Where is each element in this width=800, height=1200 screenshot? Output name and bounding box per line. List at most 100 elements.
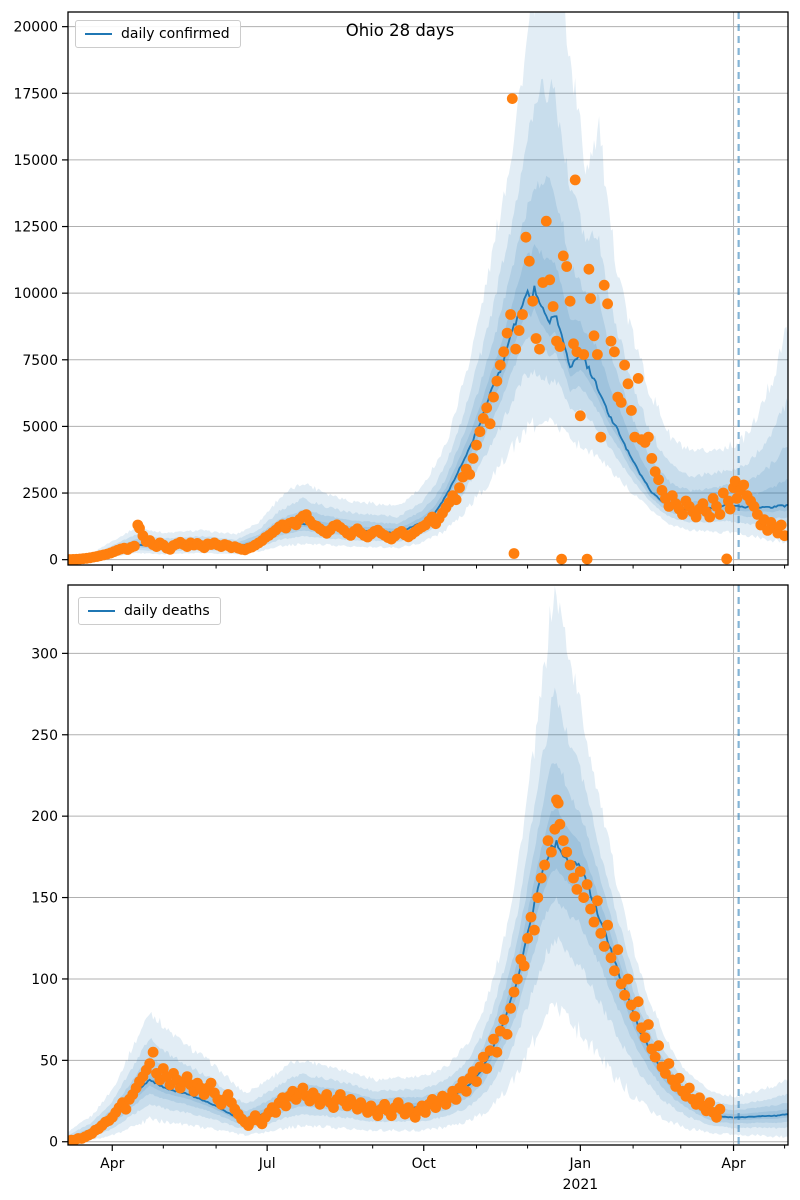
data-point (724, 503, 736, 515)
data-point (494, 359, 506, 371)
data-point (484, 418, 496, 430)
legend-daily-deaths: daily deaths (78, 597, 221, 625)
data-point (144, 1058, 156, 1069)
data-point (513, 325, 525, 336)
data-point (491, 375, 503, 387)
data-point (564, 859, 576, 871)
data-point (598, 279, 610, 291)
x-tick-label: Jul (258, 1156, 276, 1172)
data-point (525, 911, 537, 923)
data-point (643, 1019, 654, 1030)
y-gridlines (68, 652, 788, 1143)
data-point (270, 1107, 282, 1118)
data-point (474, 426, 486, 438)
data-point (464, 469, 476, 480)
y-tick-label: 7500 (22, 353, 58, 369)
data-point (649, 1051, 661, 1063)
data-point (622, 973, 634, 985)
data-point (673, 1072, 685, 1084)
data-point (129, 540, 140, 552)
data-point (574, 866, 586, 877)
data-point (120, 1103, 132, 1115)
data-point (147, 1046, 159, 1058)
data-point (450, 494, 462, 506)
legend-label-confirmed: daily confirmed (121, 26, 230, 42)
y-tick-label: 300 (31, 646, 58, 662)
data-point (491, 1046, 503, 1058)
legend-label-deaths: daily deaths (124, 603, 210, 619)
data-point (609, 965, 620, 977)
axes-spines (67, 11, 789, 566)
data-point (660, 1068, 671, 1079)
data-point (629, 1011, 641, 1022)
data-point (512, 973, 523, 985)
data-point (592, 895, 603, 907)
x-tick-label: Jan (569, 1156, 592, 1172)
y-tick-label: 100 (31, 972, 58, 988)
y-tick-label: 10000 (13, 286, 58, 302)
data-point (639, 1032, 651, 1043)
data-point (544, 274, 556, 286)
data-point (498, 346, 510, 358)
y-tick-label: 200 (31, 809, 58, 825)
legend-line-sample-deaths (88, 610, 115, 612)
data-point (481, 402, 493, 414)
data-point (534, 343, 545, 355)
data-point (632, 373, 644, 384)
data-point (505, 309, 516, 320)
data-point (714, 509, 726, 520)
data-point (592, 349, 603, 360)
data-point (552, 797, 564, 809)
confidence-bands (68, 12, 788, 560)
data-point (632, 996, 644, 1008)
data-point (542, 835, 554, 846)
data-point (717, 487, 729, 499)
confidence-band-2 (68, 78, 788, 560)
data-point (653, 474, 664, 486)
data-point (488, 1033, 499, 1045)
data-point (619, 989, 630, 1001)
data-point (471, 1076, 482, 1087)
data-point (157, 1063, 169, 1074)
data-point (626, 405, 637, 416)
y-tick-label: 17500 (13, 86, 58, 102)
data-point (721, 553, 733, 565)
data-point (557, 835, 569, 846)
data-point (547, 301, 559, 312)
data-point (578, 892, 590, 903)
data-point (297, 1082, 309, 1094)
data-point (588, 330, 600, 342)
daily-deaths-chart: 0 50 100 150 200 250 300 Apr Jul Oct Jan Apr 2021 (31, 584, 789, 1193)
data-point (581, 553, 593, 565)
data-point (181, 1071, 193, 1082)
x-tick-label: Apr (100, 1156, 124, 1172)
data-point (546, 846, 557, 858)
data-point (510, 343, 522, 355)
y-tick-label: 0 (49, 1135, 58, 1151)
confidence-bands (68, 585, 788, 1142)
data-point (561, 846, 573, 858)
data-point (571, 884, 583, 895)
data-point (583, 263, 595, 275)
x-axis-ticks: Apr Jul Oct Jan Apr 2021 (100, 1145, 786, 1193)
data-point (581, 879, 593, 890)
data-point (522, 932, 533, 944)
data-point (460, 1085, 472, 1097)
chart-title: Ohio 28 days (345, 21, 455, 40)
data-point (694, 1092, 705, 1104)
data-point (683, 1082, 695, 1094)
data-point (622, 378, 634, 390)
year-label: 2021 (563, 1177, 599, 1193)
y-tick-label: 20000 (13, 20, 58, 36)
x-axis-ticks (111, 565, 786, 571)
data-point (711, 1111, 722, 1123)
data-point (508, 548, 520, 559)
data-point (450, 1094, 462, 1105)
data-point (420, 1107, 431, 1118)
data-point (556, 553, 567, 565)
y-tick-label: 50 (40, 1053, 58, 1069)
data-point (554, 341, 566, 352)
confidence-band-1 (68, 585, 788, 1142)
